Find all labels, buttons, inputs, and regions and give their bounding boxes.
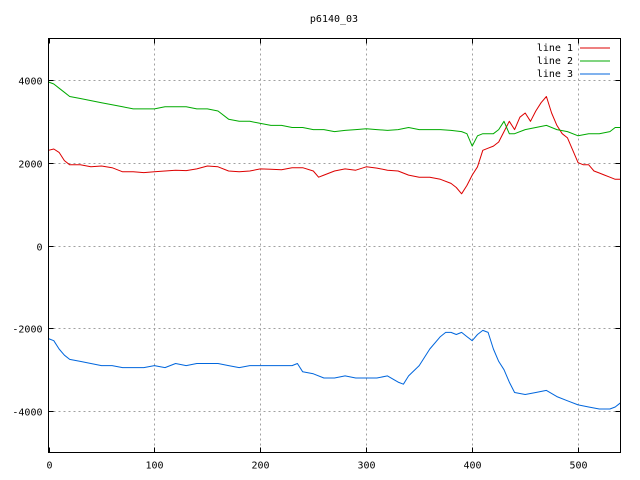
y-tick-label: 0 (36, 243, 42, 254)
series-line-2 (48, 81, 621, 147)
y-tick-label: 4000 (18, 77, 42, 88)
x-tick-label: 200 (251, 461, 269, 472)
plot-frame (48, 38, 621, 453)
x-tick-label: 100 (145, 461, 163, 472)
legend: line 1 line 2 line 3 (537, 43, 610, 80)
y-tick-label: 2000 (18, 160, 42, 171)
legend-label-1: line 1 (537, 43, 573, 54)
x-tick-label: 500 (569, 461, 587, 472)
x-tick-label: 300 (357, 461, 375, 472)
y-tick-label: -4000 (12, 408, 42, 419)
x-tick-label: 0 (46, 461, 52, 472)
chart-title: p6140_03 (310, 14, 358, 25)
series-line-1 (48, 96, 621, 195)
legend-label-2: line 2 (537, 56, 573, 67)
legend-label-3: line 3 (537, 69, 573, 80)
grid (48, 38, 621, 453)
x-tick-label: 400 (463, 461, 481, 472)
y-axis-ticks: -4000 -2000 0 2000 4000 (12, 77, 621, 419)
series-line-3 (48, 329, 621, 410)
y-tick-label: -2000 (12, 325, 42, 336)
x-axis-ticks: 0 100 200 300 400 500 (46, 38, 588, 472)
series-lines (48, 81, 621, 410)
